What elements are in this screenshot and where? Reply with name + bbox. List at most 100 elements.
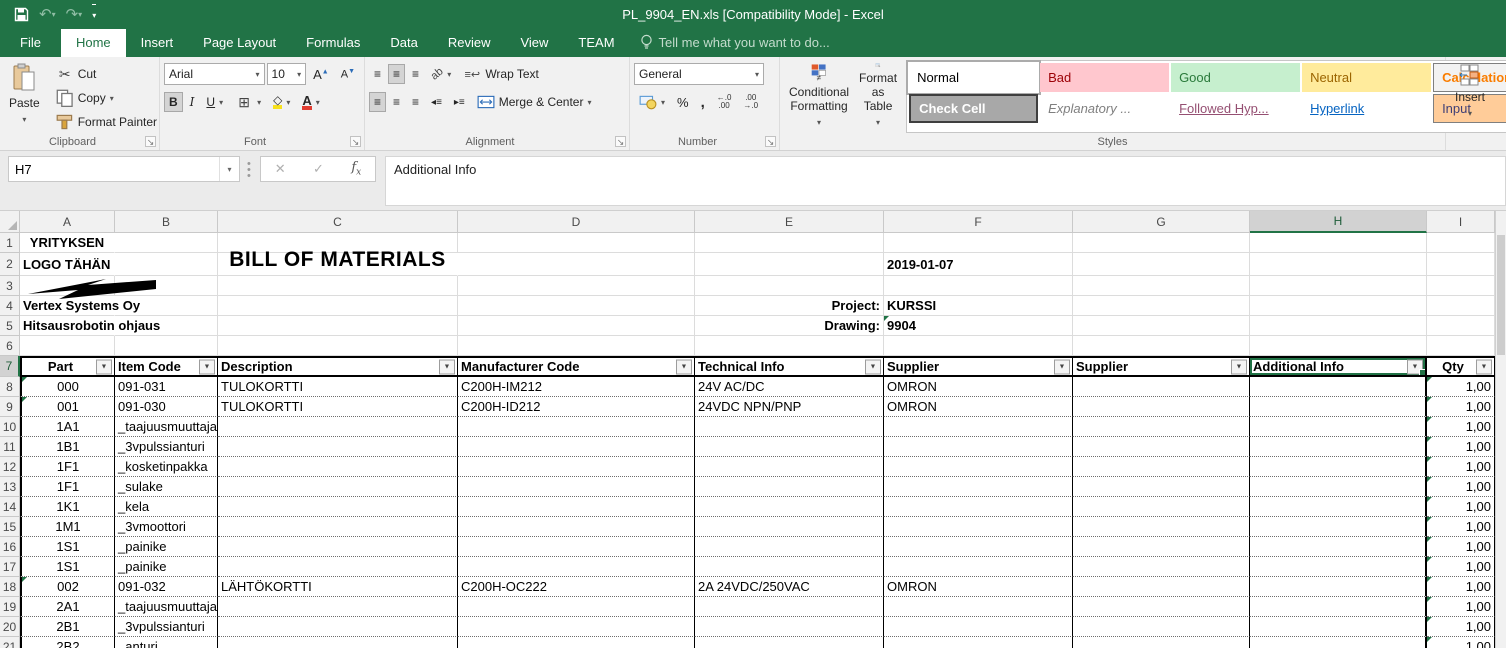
cell-F12[interactable] [884, 457, 1073, 477]
cell-A6[interactable] [20, 336, 115, 356]
merge-center-button[interactable]: Merge & Center ▾ [472, 90, 597, 114]
cell-G11[interactable] [1073, 437, 1250, 457]
cell-A10[interactable]: 1A1 [20, 417, 115, 437]
increase-indent-button[interactable]: ▸≡ [453, 96, 465, 108]
cell-E5[interactable]: Drawing: [695, 316, 884, 336]
cell-I10[interactable]: 1,00 [1427, 417, 1495, 437]
cell-E7[interactable]: Technical Info ▼ [695, 356, 884, 377]
cell-A4[interactable]: Vertex Systems Oy [20, 296, 140, 316]
row-header-2[interactable]: 2 [0, 253, 20, 276]
cell-A17[interactable]: 1S1 [20, 557, 115, 577]
cell-G12[interactable] [1073, 457, 1250, 477]
cell-E1[interactable] [695, 233, 884, 253]
column-header-B[interactable]: B [115, 211, 218, 233]
tab-review[interactable]: Review [447, 35, 491, 50]
filter-button-description[interactable]: ▼ [439, 359, 455, 374]
font-dialog-launcher[interactable]: ↘ [350, 136, 361, 147]
top-align-button[interactable]: ≡ [374, 67, 382, 81]
cell-B19[interactable]: _taajuusmuuttaja [115, 597, 218, 617]
undo-button[interactable]: ↶ ▾ [39, 6, 56, 23]
cell-E15[interactable] [695, 517, 884, 537]
cell-F4[interactable]: KURSSI [884, 296, 1073, 316]
paste-button[interactable]: Paste ▾ [4, 60, 45, 133]
cell-B13[interactable]: _sulake [115, 477, 218, 497]
cell-H17[interactable] [1250, 557, 1427, 577]
cell-H7[interactable]: Additional Info ▼ [1250, 356, 1427, 377]
column-header-C[interactable]: C [218, 211, 458, 233]
fill-color-button[interactable]: ◇ ▾ [273, 93, 291, 109]
cell-I4[interactable] [1427, 296, 1495, 316]
cell-C17[interactable] [218, 557, 458, 577]
cell-E2[interactable] [695, 253, 884, 276]
cell-H4[interactable] [1250, 296, 1427, 316]
cell-C5[interactable] [218, 316, 458, 336]
cell-H19[interactable] [1250, 597, 1427, 617]
cell-A15[interactable]: 1M1 [20, 517, 115, 537]
alignment-dialog-launcher[interactable]: ↘ [615, 136, 626, 147]
cell-H20[interactable] [1250, 617, 1427, 637]
row-header-20[interactable]: 20 [0, 617, 20, 637]
cell-E12[interactable] [695, 457, 884, 477]
cell-H11[interactable] [1250, 437, 1427, 457]
cell-H3[interactable] [1250, 276, 1427, 296]
cell-F5[interactable]: 9904 [884, 316, 1073, 336]
cell-H10[interactable] [1250, 417, 1427, 437]
cell-A13[interactable]: 1F1 [20, 477, 115, 497]
cell-H6[interactable] [1250, 336, 1427, 356]
cell-C4[interactable] [218, 296, 458, 316]
cell-B17[interactable]: _painike [115, 557, 218, 577]
cell-G10[interactable] [1073, 417, 1250, 437]
cell-A2[interactable]: LOGO TÄHÄN [20, 253, 115, 276]
style-check-cell[interactable]: Check Cell [909, 94, 1039, 123]
cell-G4[interactable] [1073, 296, 1250, 316]
grow-font-button[interactable]: A▲ [313, 66, 329, 82]
cell-I13[interactable]: 1,00 [1427, 477, 1495, 497]
cell-D7[interactable]: Manufacturer Code ▼ [458, 356, 695, 377]
cell-G5[interactable] [1073, 316, 1250, 336]
cell-F6[interactable] [884, 336, 1073, 356]
cell-I2[interactable] [1427, 253, 1495, 276]
name-box-dropdown[interactable]: ▾ [219, 157, 239, 181]
cell-A1[interactable]: YRITYKSEN [20, 233, 115, 253]
row-header-1[interactable]: 1 [0, 233, 20, 253]
cell-C15[interactable] [218, 517, 458, 537]
cell-D14[interactable] [458, 497, 695, 517]
cell-D20[interactable] [458, 617, 695, 637]
decrease-decimal-button[interactable]: .00 →.0 [743, 93, 759, 110]
font-family-select[interactable]: Arial ▾ [164, 63, 265, 85]
cell-C11[interactable] [218, 437, 458, 457]
style-input[interactable]: Input [1433, 94, 1506, 123]
cell-D8[interactable]: C200H-IM212 [458, 377, 695, 397]
bold-button[interactable]: B [164, 92, 183, 112]
filter-button-supplier[interactable]: ▼ [1054, 359, 1070, 374]
cell-F18[interactable]: OMRON [884, 577, 1073, 597]
cell-B20[interactable]: _3vpulssianturi [115, 617, 218, 637]
cell-H16[interactable] [1250, 537, 1427, 557]
cell-D16[interactable] [458, 537, 695, 557]
row-header-19[interactable]: 19 [0, 597, 20, 617]
cell-I7[interactable]: Qty ▼ [1427, 356, 1495, 377]
cell-H9[interactable] [1250, 397, 1427, 417]
customize-qat-button[interactable]: ▾ [92, 4, 97, 24]
cell-B18[interactable]: 091-032 [115, 577, 218, 597]
insert-cells-button[interactable]: Insert ▾ [1450, 60, 1490, 133]
cell-I3[interactable] [1427, 276, 1495, 296]
column-header-I[interactable]: I [1427, 211, 1495, 233]
cell-E11[interactable] [695, 437, 884, 457]
cell-F16[interactable] [884, 537, 1073, 557]
filter-button-qty[interactable]: ▼ [1476, 359, 1492, 374]
cut-button[interactable]: ✂ Cut [51, 62, 162, 86]
confirm-entry-button[interactable]: ✓ [313, 161, 324, 176]
copy-button[interactable]: Copy ▾ [51, 86, 162, 110]
number-dialog-launcher[interactable]: ↘ [765, 136, 776, 147]
filter-button-item-code[interactable]: ▼ [199, 359, 215, 374]
cell-C1[interactable] [218, 233, 458, 253]
cell-A19[interactable]: 2A1 [20, 597, 115, 617]
cell-C19[interactable] [218, 597, 458, 617]
cell-D19[interactable] [458, 597, 695, 617]
underline-button[interactable]: U ▾ [206, 95, 224, 109]
row-header-8[interactable]: 8 [0, 377, 20, 397]
row-header-13[interactable]: 13 [0, 477, 20, 497]
center-button[interactable]: ≡ [393, 95, 401, 109]
redo-button[interactable]: ↷ ▾ [65, 6, 83, 23]
